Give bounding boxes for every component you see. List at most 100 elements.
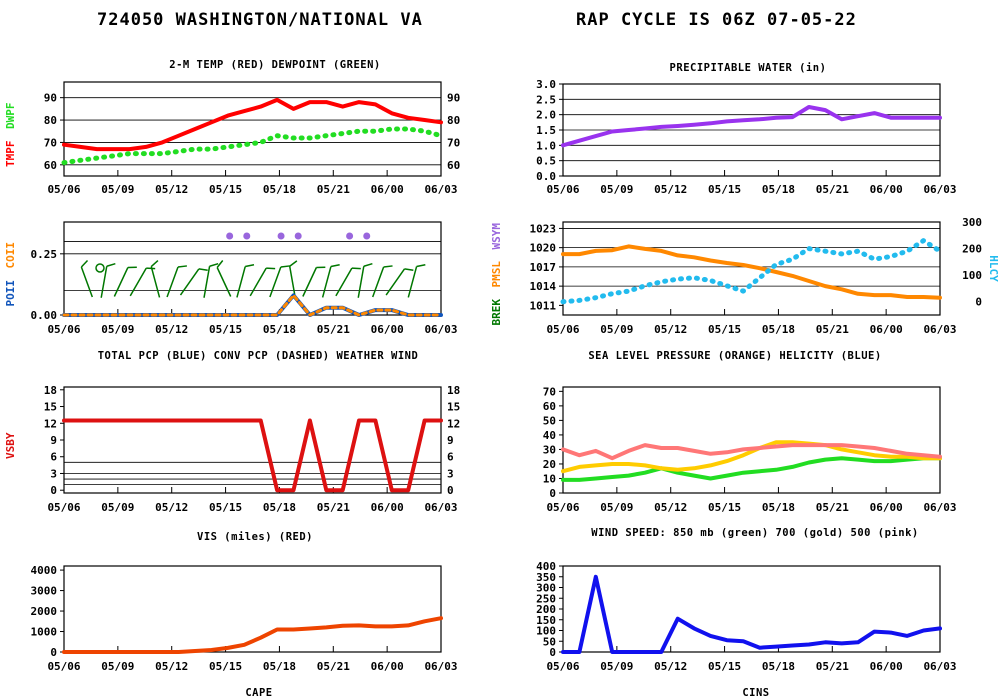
wind-barb xyxy=(80,259,94,298)
y-axis-label: PMSL xyxy=(490,261,503,288)
x-tick-label: 06/03 xyxy=(424,183,457,196)
x-tick-label: 05/15 xyxy=(708,323,741,336)
x-tick-label: 05/21 xyxy=(816,183,849,196)
x-tick-label: 06/03 xyxy=(923,660,956,673)
wind-barb-staff xyxy=(236,266,246,298)
wind-barb-flag xyxy=(280,265,290,268)
y-axis-label: POII xyxy=(4,280,17,307)
wind-barb-flag xyxy=(80,259,89,268)
x-tick-label: 05/09 xyxy=(600,323,633,336)
visibility-panel: VIS (miles) (RED) 05/06 05/09 05/12 05/15 05/… xyxy=(4,384,460,543)
y-tick-label-right: 18 xyxy=(447,384,460,397)
series-line-dwpf xyxy=(61,126,444,166)
x-tick-label: 06/00 xyxy=(371,183,404,196)
y-tick-label-right: 3 xyxy=(447,467,454,480)
x-tick-label: 05/06 xyxy=(546,323,579,336)
y-tick-label: 150 xyxy=(536,614,556,627)
wind-barb-staff xyxy=(216,267,232,297)
y-tick-label: 350 xyxy=(536,571,556,584)
wind-barb-staff xyxy=(357,266,365,298)
wind-barb-staff xyxy=(179,268,200,296)
y-tick-label-right: 6 xyxy=(447,451,454,464)
x-tick-label: 05/12 xyxy=(155,660,188,673)
y-tick-label: 3.0 xyxy=(536,78,556,91)
x-tick-label: 05/15 xyxy=(708,501,741,514)
x-tick-label: 05/15 xyxy=(708,660,741,673)
x-tick-label: 05/21 xyxy=(816,660,849,673)
weather-symbol xyxy=(363,232,371,240)
y-tick-label: 0 xyxy=(549,646,556,659)
chart-title: TOTAL PCP (BLUE) CONV PCP (DASHED) WEATH… xyxy=(98,350,419,362)
wind-barb xyxy=(179,268,208,296)
x-tick-label: 05/21 xyxy=(317,660,350,673)
wind-barb-flag xyxy=(316,266,326,269)
y-tick-label: 250 xyxy=(536,592,556,605)
x-tick-label: 05/09 xyxy=(101,501,134,514)
y-tick-label: 1.5 xyxy=(536,124,556,137)
precip-weather-wind-panel: TOTAL PCP (BLUE) CONV PCP (DASHED) WEATH… xyxy=(4,221,458,362)
wind-barb xyxy=(335,267,361,297)
y-tick-label: 400 xyxy=(536,560,556,573)
y-tick-label: 3000 xyxy=(31,585,58,598)
cape-panel: CAPE 05/06 05/09 05/12 05/15 05/18 05/21 06/00 0… xyxy=(31,564,458,699)
wind-barb-staff xyxy=(407,266,418,298)
wind-barb-flag xyxy=(363,262,373,267)
plot-frame xyxy=(562,221,941,316)
y-axis-label: WSYM xyxy=(490,223,503,250)
y-tick-label: 50 xyxy=(543,414,556,427)
x-tick-label: 05/18 xyxy=(263,660,296,673)
x-tick-label: 05/09 xyxy=(600,183,633,196)
chart-title: CAPE xyxy=(245,687,272,699)
series-line-tmpf xyxy=(62,97,443,152)
y-tick-label: 90 xyxy=(44,92,57,105)
x-tick-label: 05/06 xyxy=(546,660,579,673)
x-tick-label: 06/00 xyxy=(870,501,903,514)
wind-barb-flag xyxy=(198,268,208,271)
y-tick-label: 70 xyxy=(44,136,57,149)
wind-barb-staff xyxy=(269,266,282,298)
temp-dewpoint-panel: 2-M TEMP (RED) DEWPOINT (GREEN) 05/06 05/0… xyxy=(4,59,460,196)
wind-barb xyxy=(269,265,290,298)
x-tick-label: 05/15 xyxy=(209,183,242,196)
x-tick-label: 06/00 xyxy=(371,323,404,336)
y-tick-label: 10 xyxy=(543,472,556,485)
series-line-500 xyxy=(561,443,942,461)
x-tick-label: 05/18 xyxy=(263,183,296,196)
weather-symbol xyxy=(277,232,285,240)
y-axis-label: TMPF xyxy=(4,141,17,168)
x-tick-label: 05/09 xyxy=(600,501,633,514)
wind-barb-staff xyxy=(203,266,211,298)
y-tick-label: 2000 xyxy=(31,605,58,618)
x-tick-label: 05/09 xyxy=(101,323,134,336)
y-tick-label: 40 xyxy=(543,429,556,442)
series-line-pmsl xyxy=(561,244,942,300)
y-tick-label: 4000 xyxy=(31,564,58,577)
wind-barb-flag xyxy=(383,265,393,268)
y-tick-label-right: 70 xyxy=(447,136,460,149)
x-tick-label: 05/15 xyxy=(209,501,242,514)
x-tick-label: 06/03 xyxy=(424,660,457,673)
y-tick-label: 1000 xyxy=(31,626,58,639)
plot-frame xyxy=(63,386,442,494)
wind-barb xyxy=(357,262,373,298)
weather-symbol xyxy=(294,232,302,240)
x-tick-label: 06/03 xyxy=(424,501,457,514)
wind-barb-staff xyxy=(371,266,385,298)
x-tick-label: 06/00 xyxy=(870,660,903,673)
x-tick-label: 05/06 xyxy=(546,183,579,196)
weather-symbol xyxy=(346,232,354,240)
y-axis-label: VSBY xyxy=(4,432,17,459)
series-line-cape xyxy=(62,616,443,654)
y-axis-label: DWPF xyxy=(4,103,17,130)
right-y-tick-label: 0 xyxy=(975,296,982,309)
wind-barb-flag xyxy=(177,265,187,268)
wind-barb xyxy=(385,268,414,296)
x-tick-label: 05/21 xyxy=(816,323,849,336)
y-tick-label: 0 xyxy=(50,646,57,659)
right-y-tick-label: 200 xyxy=(962,243,982,256)
plot-frame xyxy=(63,565,442,653)
x-tick-label: 06/00 xyxy=(371,501,404,514)
y-tick-label: 0.5 xyxy=(536,155,556,168)
x-tick-label: 06/00 xyxy=(371,660,404,673)
wind-barb-flag xyxy=(330,264,340,268)
